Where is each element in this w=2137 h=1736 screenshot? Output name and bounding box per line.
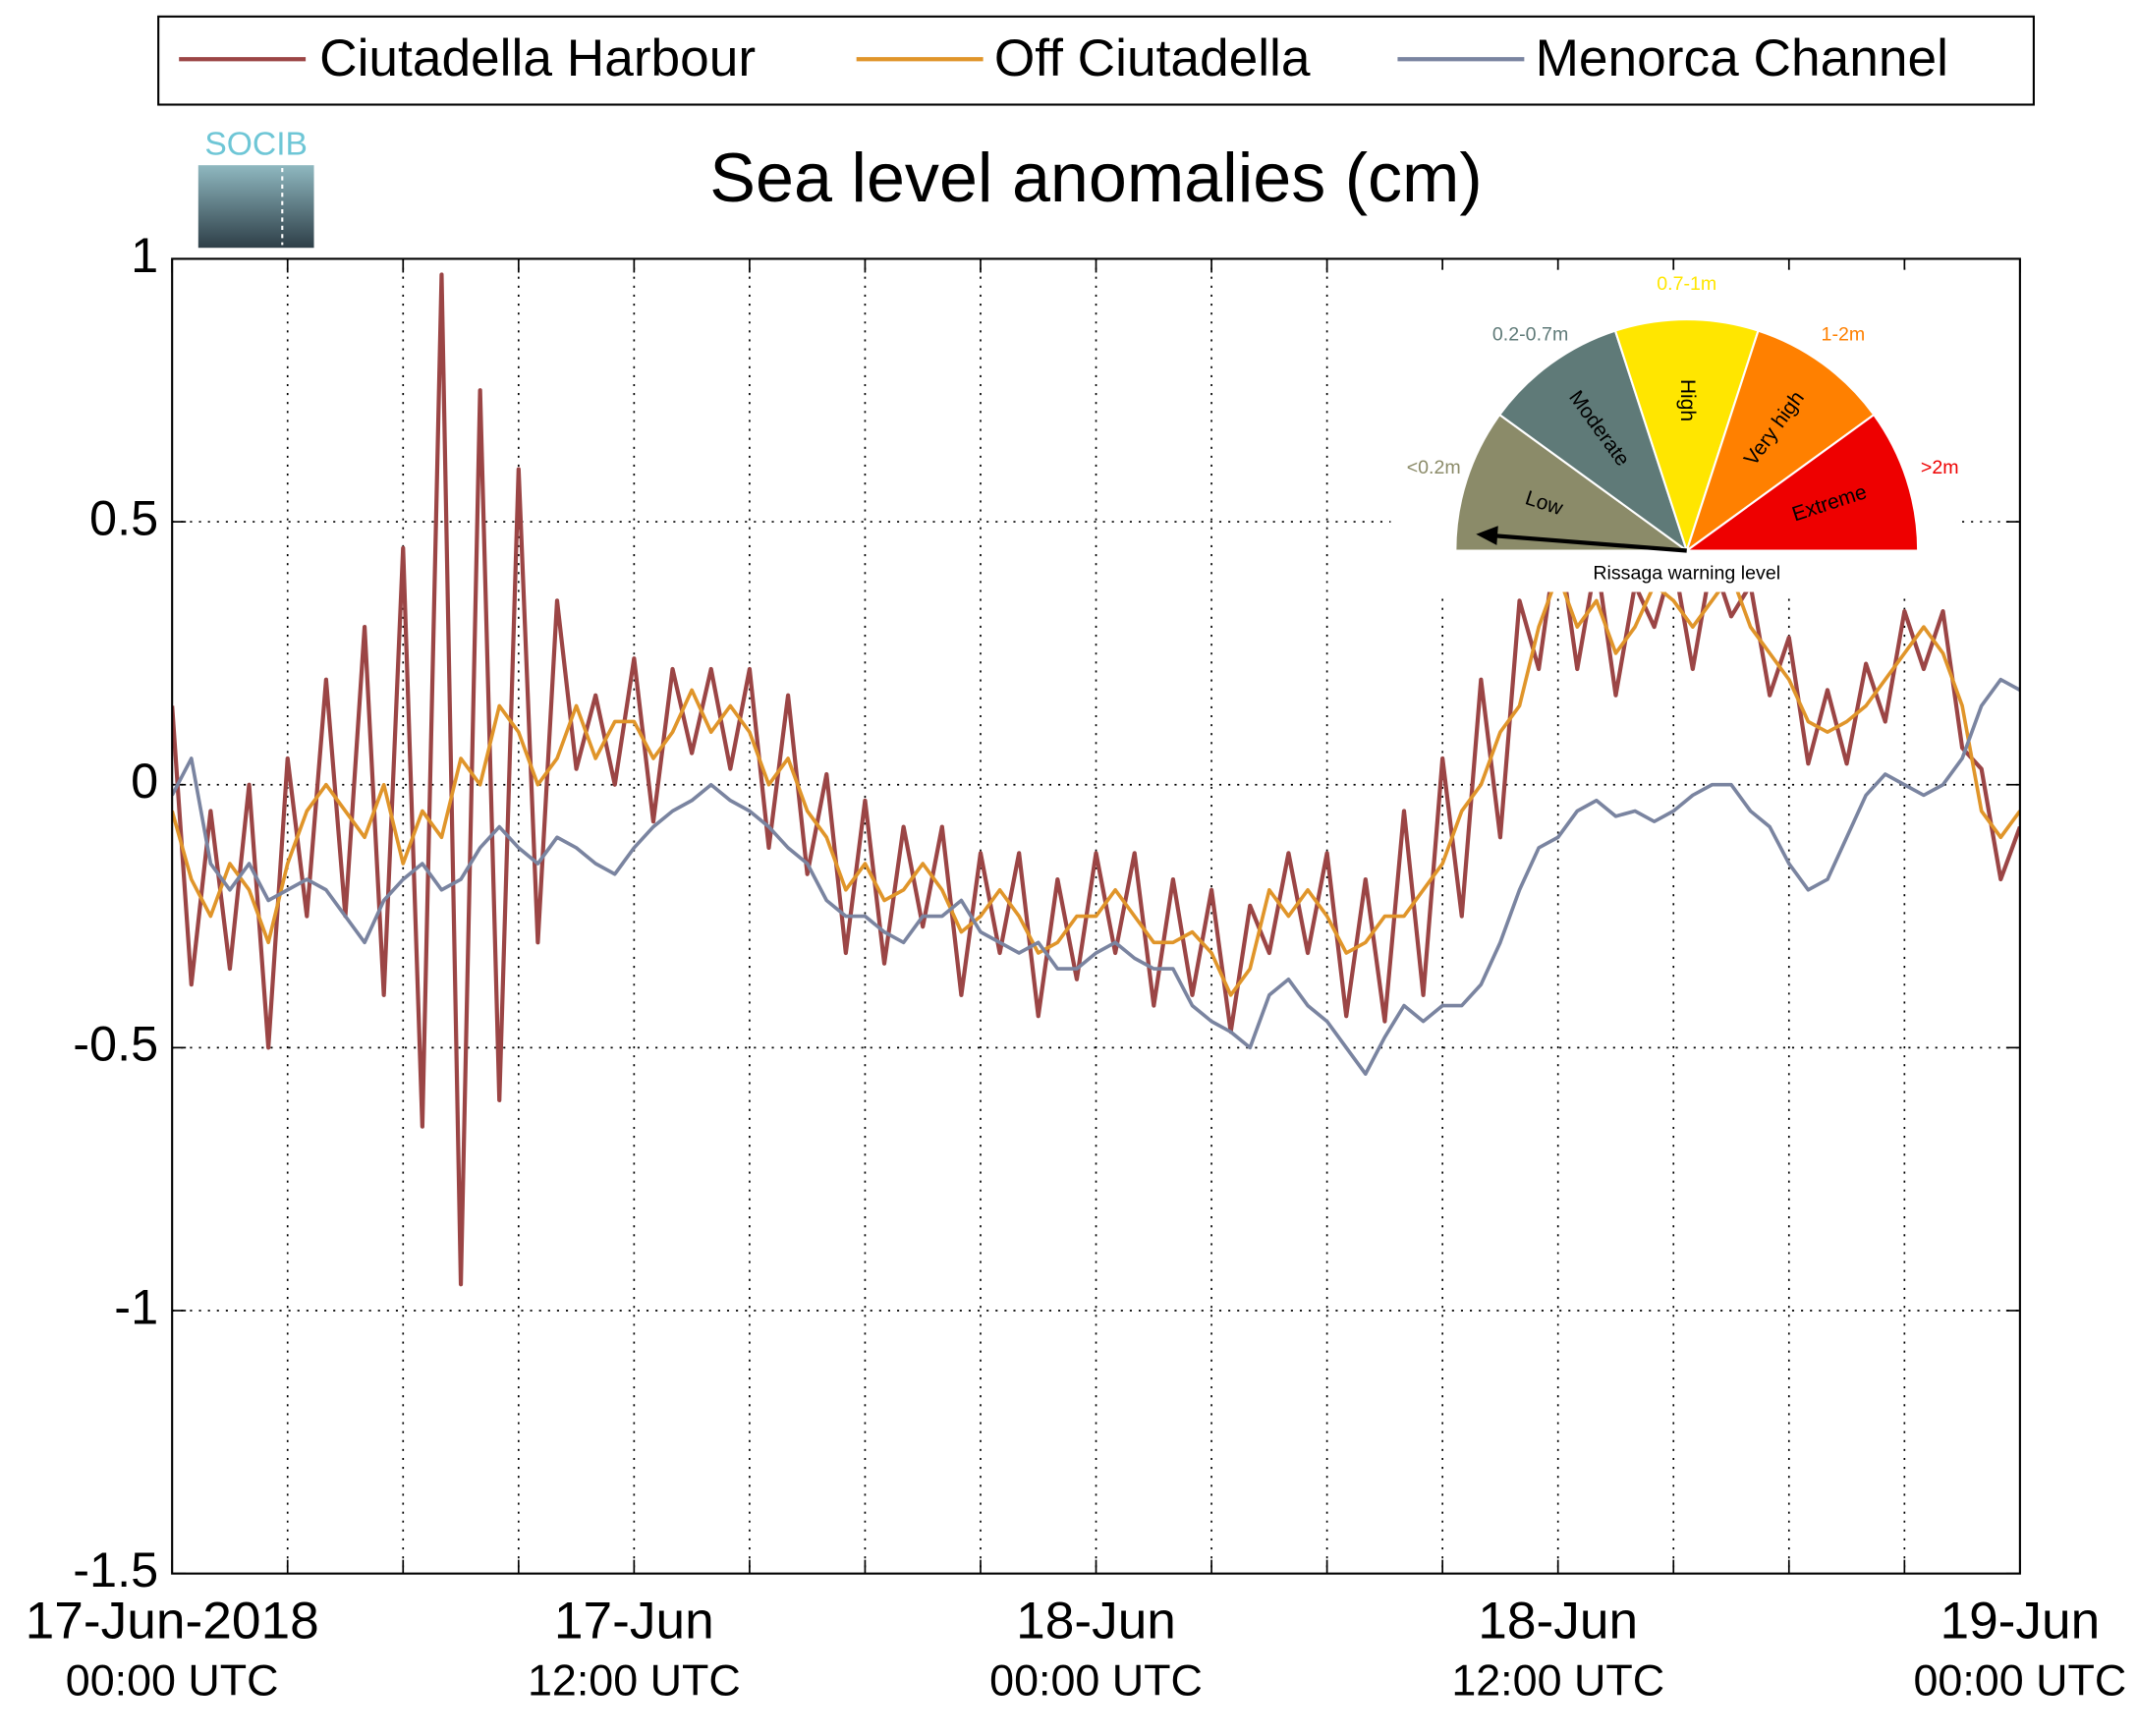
- series-line: [172, 572, 2020, 997]
- y-tick-label: 1: [131, 227, 158, 283]
- logo: SOCIB: [197, 126, 314, 249]
- logo-box: [197, 165, 314, 249]
- gauge-range-label: 0.7-1m: [1657, 273, 1716, 295]
- x-tick-label: 17-Jun-2018: [26, 1593, 319, 1651]
- logo-text: SOCIB: [204, 126, 308, 162]
- legend-label: Off Ciutadella: [994, 29, 1311, 87]
- x-tick-label: 18-Jun: [1016, 1593, 1176, 1651]
- y-tick-label: -0.5: [73, 1016, 158, 1072]
- y-tick-label: -1: [114, 1278, 158, 1334]
- x-tick-label: 18-Jun: [1478, 1593, 1638, 1651]
- plot-frame: [171, 257, 2021, 1575]
- x-tick-label: 19-Jun: [1940, 1593, 2100, 1651]
- gauge-sector: [1683, 413, 1920, 552]
- x-tick-label: 17-Jun: [554, 1593, 714, 1651]
- x-tick-label: 12:00 UTC: [1451, 1655, 1664, 1706]
- y-tick-label: -1.5: [73, 1541, 158, 1597]
- x-tick-label: 12:00 UTC: [528, 1655, 741, 1706]
- gauge-range-label: 1-2m: [1822, 324, 1866, 346]
- series-line: [172, 677, 2020, 1076]
- legend-box: [157, 15, 2035, 106]
- gauge-needle-head: [1476, 526, 1498, 545]
- legend-label: Ciutadella Harbour: [319, 29, 756, 87]
- gauge-sector: [1613, 318, 1760, 554]
- chart-title: Sea level anomalies (cm): [709, 140, 1482, 216]
- gauge-range-label: <0.2m: [1407, 457, 1461, 478]
- gauge-sector: [1454, 413, 1690, 552]
- gauge-sector: [1497, 329, 1689, 554]
- gauge-sector: [1684, 329, 1876, 554]
- gauge-range-label: >2m: [1921, 457, 1959, 478]
- x-tick-label: 00:00 UTC: [989, 1655, 1203, 1706]
- gauge-range-label: 0.2-0.7m: [1492, 324, 1568, 346]
- legend-label: Menorca Channel: [1536, 29, 1948, 87]
- y-tick-label: 0.5: [89, 489, 158, 545]
- gauge-needle: [1491, 532, 1687, 553]
- gauge-title: Rissaga warning level: [1593, 563, 1780, 585]
- x-tick-label: 00:00 UTC: [1913, 1655, 2126, 1706]
- y-tick-label: 0: [131, 753, 158, 809]
- x-tick-label: 00:00 UTC: [66, 1655, 279, 1706]
- gauge-level-label: High: [1676, 379, 1699, 421]
